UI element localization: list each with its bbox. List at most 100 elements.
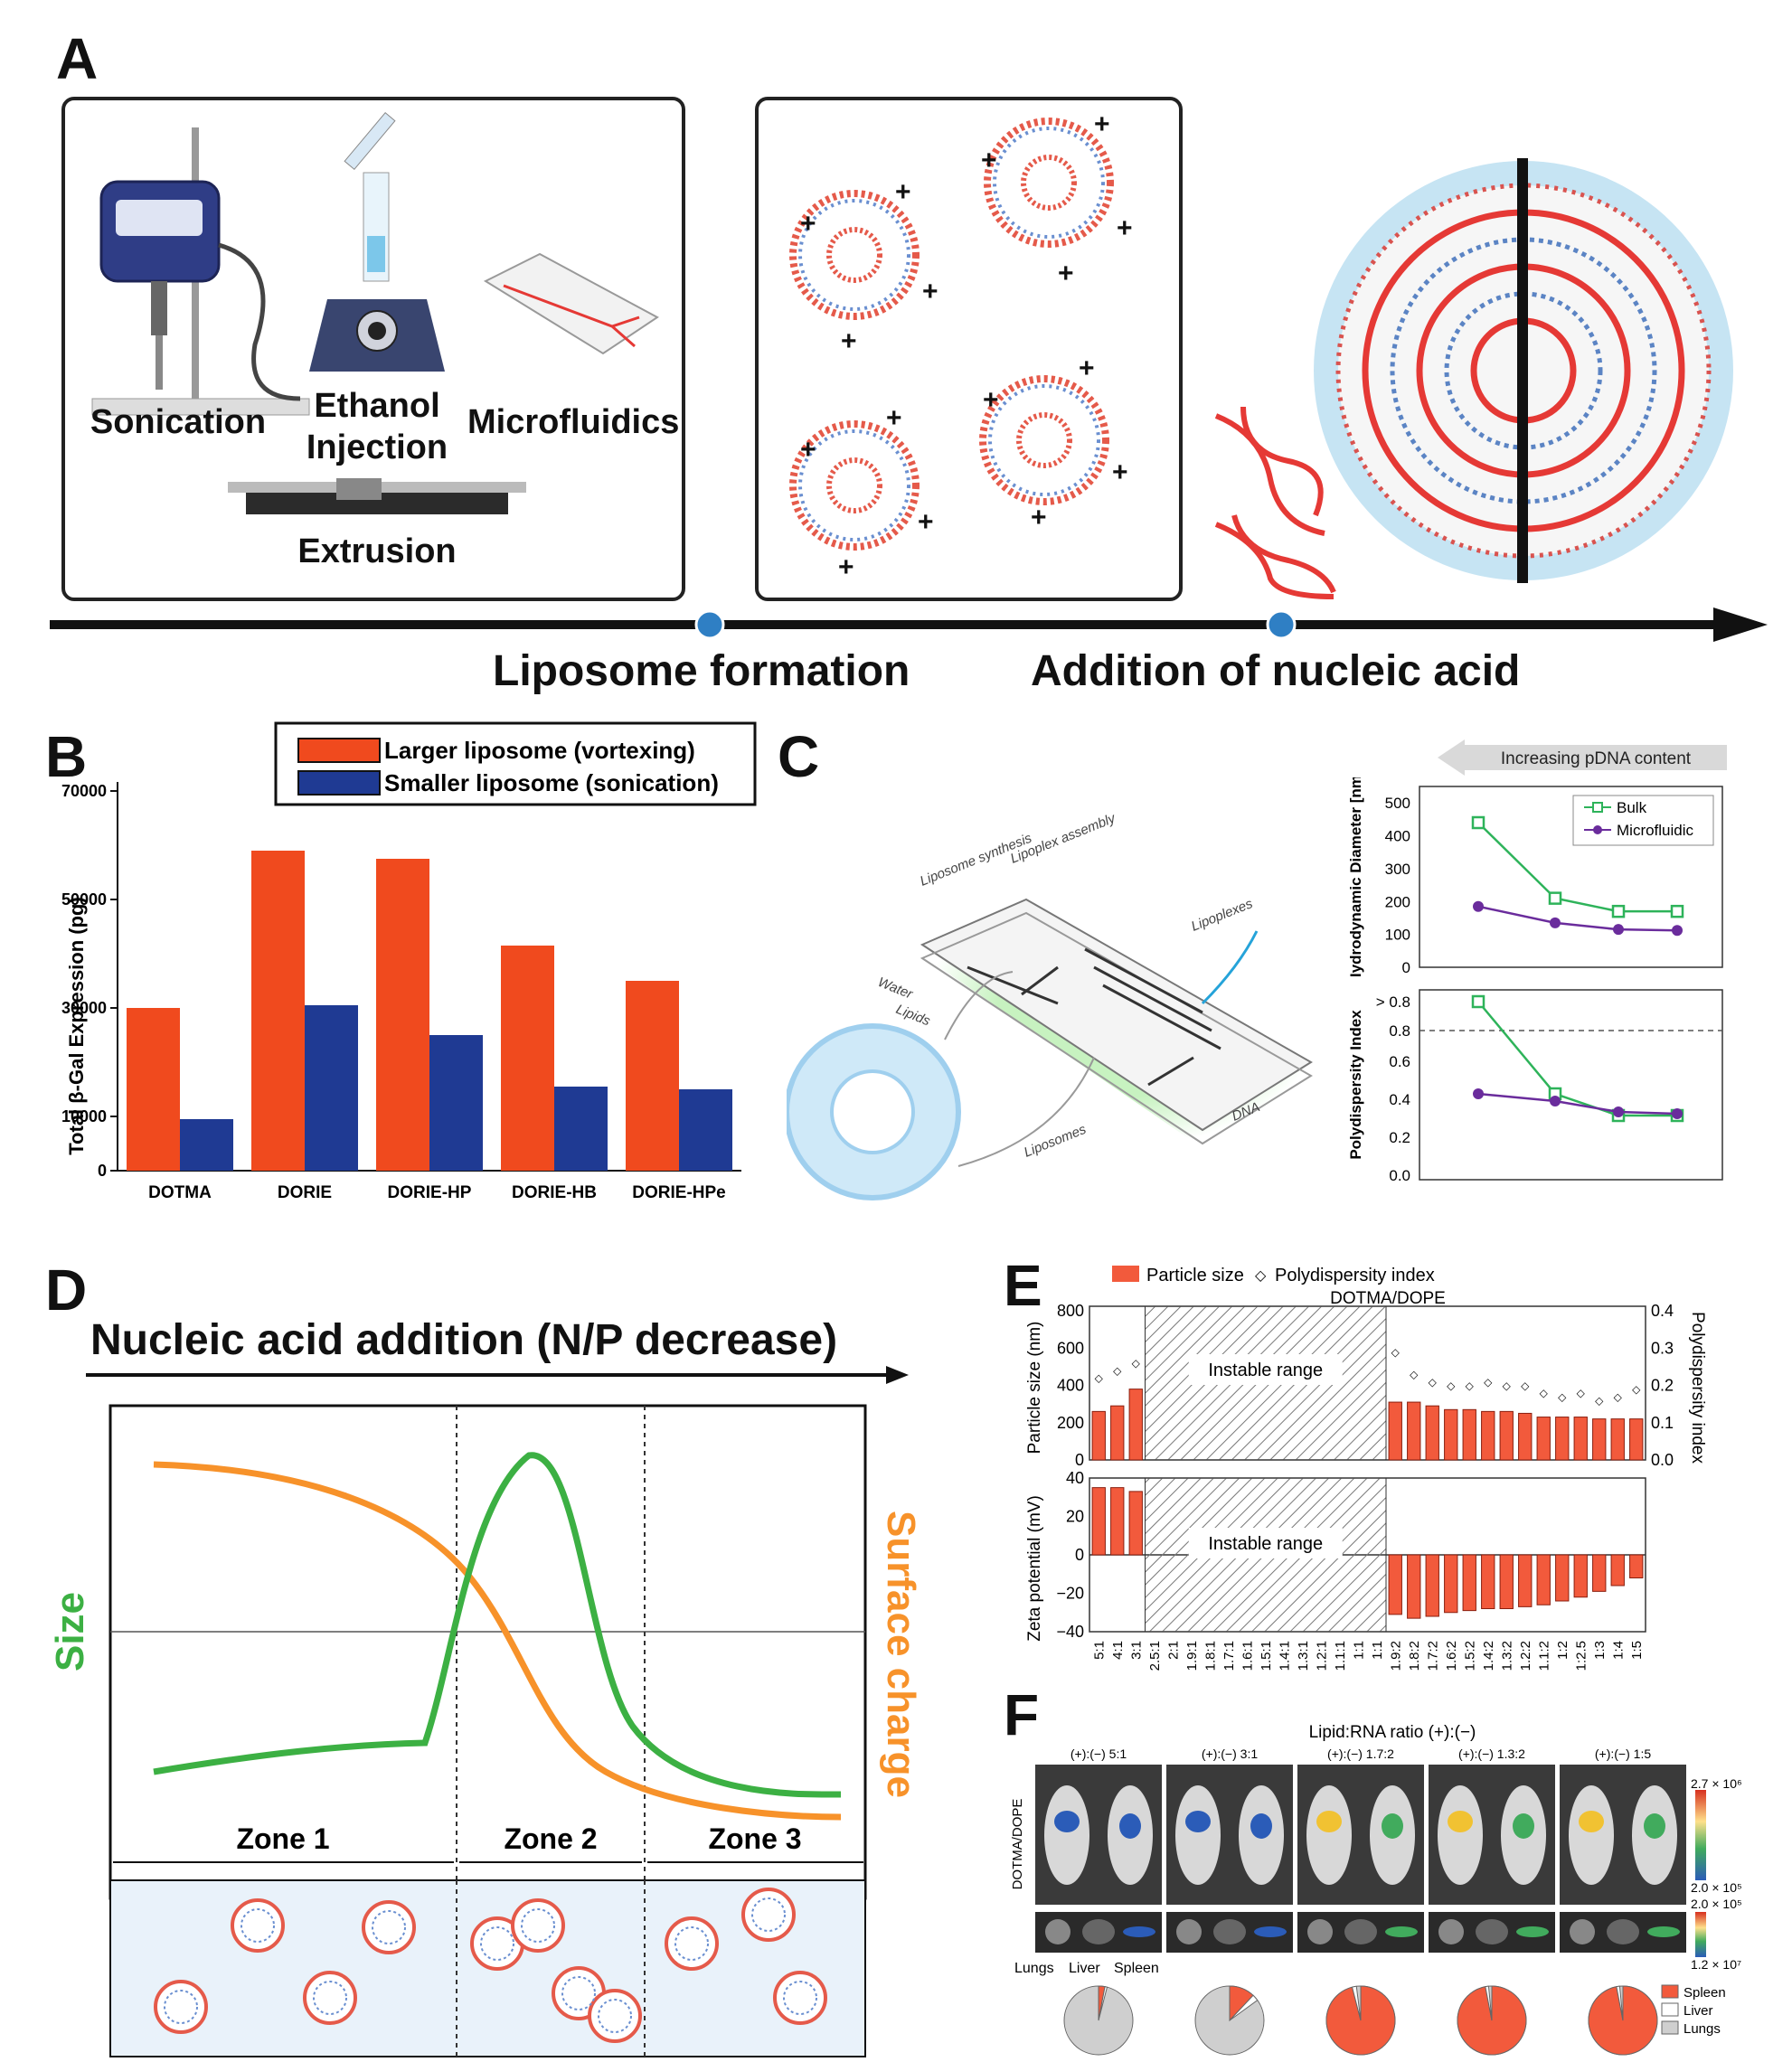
chart-e-top-ytick: 200 [1057,1414,1084,1432]
chart-e-xtick: 1.1:1 [1333,1641,1348,1671]
point-bulk [1471,815,1485,830]
panel-d-letter: D [45,1257,88,1323]
chart-b-ytick-label: 0 [98,1162,107,1180]
pdi-point: ◇ [1410,1369,1419,1381]
svg-text:+: + [918,507,934,537]
f-signal [1316,1811,1342,1832]
pdi-point: ◇ [1466,1379,1475,1392]
chart-e-xtick: 2.5:1 [1147,1641,1163,1671]
size-bar [1573,1417,1588,1461]
chart-d-zones: Size Surface charge Zone 1 Zone 2 Zone 3 [48,1404,923,2057]
chart-e-xtick: 1.3:2 [1499,1641,1514,1671]
surface-charge-curve [153,1461,842,1821]
pdi-point-microfluidic [1613,1106,1624,1117]
bar-smaller [554,1087,608,1171]
panel-b-letter: B [45,724,88,789]
bar-smaller [679,1089,732,1171]
panel-e-letter: E [1004,1253,1042,1318]
f-pie-liver [1098,1986,1108,2021]
f-mouse [1438,1785,1483,1885]
f-scale-top-min: 2.0 × 10⁵ [1691,1880,1742,1895]
zeta-bar [1555,1554,1570,1602]
liposome [984,118,1114,248]
chart-e-xtick: 1:5 [1629,1641,1645,1660]
svg-text:+: + [1031,503,1047,532]
chart-e-xtick: 1:1 [1370,1641,1385,1660]
chart-b-ylabel: Total β-Gal Expression (pg) [65,897,88,1155]
f-signal [1513,1813,1534,1839]
f-scale-top-max: 2.7 × 10⁶ [1691,1776,1742,1791]
chart-e-bottom-ytick: 0 [1075,1546,1084,1564]
chip-label-water: Water [876,975,916,1003]
f-pie-liver [1229,1994,1259,2021]
chart-b-category-label: DORIE [278,1183,332,1202]
method-label-extrusion: Extrusion [297,532,457,570]
svg-text:+: + [922,277,938,306]
zone-2-label: Zone 2 [504,1822,597,1855]
chart-e-bottom-ytick: −40 [1056,1623,1084,1641]
point-microfluidic [1672,925,1683,937]
pdi-point: ◇ [1632,1383,1641,1396]
f-ratio-label: (+):(−) 1.7:2 [1327,1747,1394,1761]
f-organ [1516,1926,1549,1937]
bar-larger [251,851,305,1171]
chart-e-bottom-ytick: 20 [1066,1508,1084,1526]
chart-e-bottom-ytick: −20 [1056,1585,1084,1603]
svg-text:+: + [981,146,997,175]
chart-b-bar: Larger liposome (vortexing) Smaller lipo… [61,721,757,1202]
chart-b-category-label: DORIE-HP [388,1183,472,1202]
chart-e-ylabel-top: Particle size (nm) [1025,1322,1044,1455]
f-mouse [1175,1785,1221,1885]
zeta-bar [1407,1554,1421,1619]
f-signal [1119,1813,1141,1839]
timeline-label-addition-nucleic-acid: Addition of nucleic acid [1031,647,1521,695]
svg-text:+: + [895,177,911,207]
pdi-point-microfluidic [1473,1088,1484,1099]
instable-label-top: Instable range [1208,1361,1323,1380]
chart-c1-ytick: 300 [1385,861,1410,878]
pdi-point: ◇ [1429,1376,1438,1389]
chart-e-xtick: 4:1 [1110,1641,1126,1660]
f-organ [1438,1919,1464,1944]
chart-e-xtick: 1.2:2 [1518,1641,1533,1671]
panel-c-letter: C [778,724,820,789]
bar-larger [501,946,554,1171]
f-mouse [1306,1785,1352,1885]
chart-e-xtick: 1.6:1 [1240,1641,1255,1671]
chart-e-xlabel: Lipid:RNA ratio (+):(−) [1309,1723,1476,1742]
size-bar [1407,1401,1421,1461]
chart-e-top-ytick: 800 [1057,1302,1084,1320]
bar-smaller [180,1119,233,1171]
f-organ [1123,1926,1155,1937]
chart-e-right-ytick: 0.1 [1651,1414,1674,1432]
zeta-bar [1091,1487,1106,1556]
panel-f-letter: F [1004,1682,1040,1747]
chart-c2-ytick: > 0.8 [1376,993,1410,1011]
f-mouse [1044,1785,1089,1885]
pdi-point: ◇ [1558,1390,1567,1403]
zeta-bar [1388,1554,1402,1615]
size-bar [1462,1408,1476,1461]
f-signal [1448,1811,1473,1832]
f-organ-liver: Liver [1069,1961,1100,1976]
chart-e-xtick: 1.8:2 [1407,1641,1422,1671]
svg-text:+: + [983,385,999,415]
chart-e-xtick: 5:1 [1091,1641,1107,1660]
chart-e-xtick: 1.8:1 [1203,1641,1218,1671]
zeta-bar [1481,1554,1495,1609]
f-scale-bottom-max: 2.0 × 10⁵ [1691,1897,1742,1911]
liposome [789,420,920,551]
panel-f-imaging: DOTMA/DOPE (+):(−) 5:1 (+):(−) 3:1 (+):(−)… [1010,1747,1742,2056]
pdna-arrow-label: Increasing pDNA content [1501,749,1692,768]
bar-larger [127,1008,180,1171]
zeta-bar [1499,1554,1514,1609]
pdi-point-bulk [1471,994,1485,1009]
svg-text:◇: ◇ [1255,1268,1267,1284]
f-scale-bottom-min: 1.2 × 10⁷ [1691,1957,1741,1972]
chart-b-category-label: DORIE-HB [512,1183,597,1202]
pdi-point-microfluidic [1672,1108,1683,1119]
f-legend-liver: Liver [1684,2003,1713,2019]
chart-e-xtick: 1:1 [1351,1641,1366,1660]
f-pie-liver [1616,1985,1624,2021]
chart-c2-ytick: 0.0 [1389,1167,1410,1184]
